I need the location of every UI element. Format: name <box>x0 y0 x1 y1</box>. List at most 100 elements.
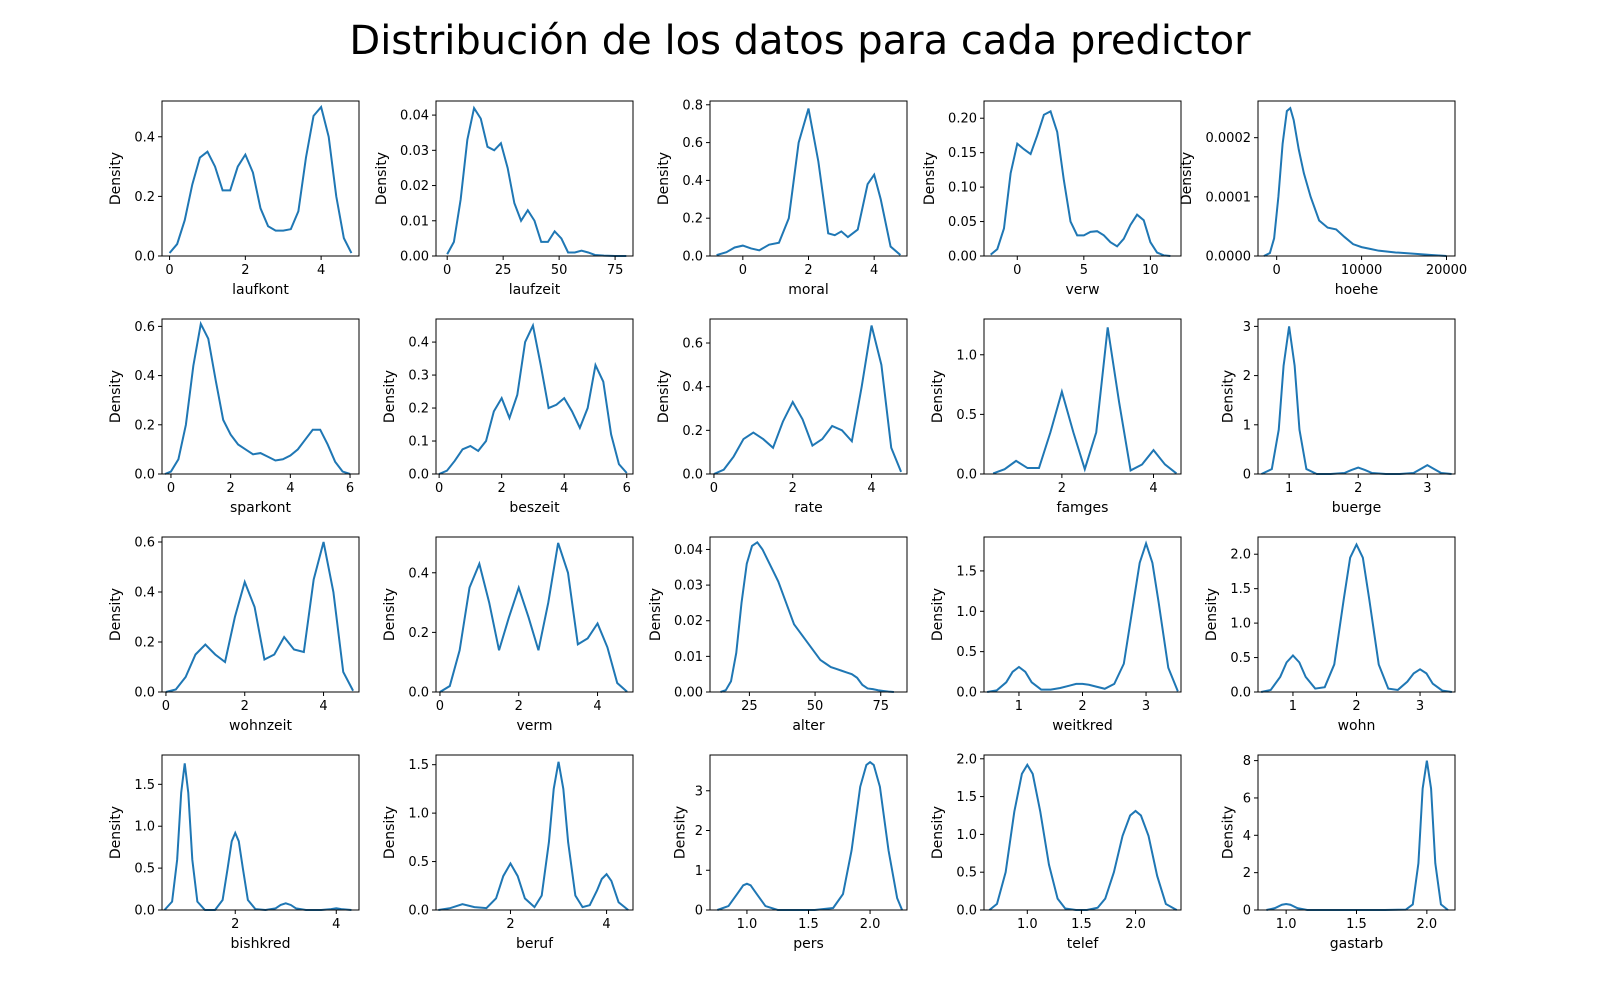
x-tick-label: 0 <box>435 481 443 496</box>
y-tick-label: 1.5 <box>1230 582 1251 597</box>
subplot-rate: 0 2 4 0.0 0.2 0.4 0.6 rate Density <box>656 318 908 516</box>
x-tick-label: 0 <box>739 263 747 278</box>
y-axis-label: Density <box>922 152 938 205</box>
y-tick-label: 0.0001 <box>1206 190 1252 205</box>
axes-frame <box>1257 318 1456 475</box>
y-axis-label: Density <box>1221 806 1237 859</box>
density-line-beszeit <box>438 322 628 475</box>
x-axis-label: hoehe <box>1335 282 1379 298</box>
x-tick-label: 20000 <box>1426 263 1467 278</box>
subplot-hoehe: 0 10000 20000 0.0000 0.0001 0.0002 hoehe Densit… <box>1179 100 1467 298</box>
x-tick-label: 0 <box>1013 263 1021 278</box>
y-axis-label: Density <box>930 806 946 859</box>
subplot-beruf: 2 4 0.0 0.5 1.0 1.5 beruf Density <box>382 754 634 952</box>
y-axis-label: Density <box>382 806 398 859</box>
x-tick-label: 2 <box>241 263 249 278</box>
y-tick-label: 1.5 <box>408 758 429 773</box>
y-axis-label: Density <box>108 806 124 859</box>
density-line-wohnzeit <box>165 541 354 693</box>
x-axis-label: alter <box>792 718 825 734</box>
x-axis-label: verw <box>1065 282 1099 298</box>
axes-frame <box>161 100 360 257</box>
y-axis-label: Density <box>656 152 672 205</box>
y-tick-label: 1.0 <box>956 348 977 363</box>
y-tick-label: 0.00 <box>674 686 703 701</box>
y-tick-label: 1.5 <box>134 778 155 793</box>
x-tick-label: 4 <box>286 481 294 496</box>
x-axis-label: moral <box>788 282 828 298</box>
y-tick-label: 0.02 <box>400 179 429 194</box>
axes-frame <box>161 318 360 475</box>
y-tick-label: 0 <box>695 904 703 919</box>
density-line-beruf <box>438 761 629 911</box>
density-line-gastarb <box>1266 760 1449 911</box>
y-axis-label: Density <box>1221 370 1237 423</box>
x-tick-label: 0 <box>443 263 451 278</box>
subplot-laufzeit: 0 25 50 75 0.00 0.01 0.02 0.03 0.04 laufzeit Densi… <box>374 100 634 298</box>
density-line-pers <box>717 760 904 911</box>
y-tick-label: 2.0 <box>1230 548 1251 563</box>
x-tick-label: 1 <box>1289 699 1297 714</box>
y-tick-label: 0.04 <box>400 109 429 124</box>
x-tick-label: 10000 <box>1341 263 1382 278</box>
y-tick-label: 0.3 <box>408 369 429 384</box>
y-tick-label: 0.0 <box>682 250 703 265</box>
x-tick-label: 0 <box>162 699 170 714</box>
axes-frame <box>709 536 908 693</box>
axes-frame <box>709 318 908 475</box>
y-tick-label: 1.5 <box>956 564 977 579</box>
x-tick-label: 2 <box>241 699 249 714</box>
x-tick-label: 5 <box>1080 263 1088 278</box>
y-tick-label: 0.8 <box>682 98 703 113</box>
x-axis-label: wohn <box>1338 718 1376 734</box>
x-tick-label: 75 <box>607 263 624 278</box>
y-tick-label: 1.0 <box>956 605 977 620</box>
y-tick-label: 0.0 <box>134 686 155 701</box>
y-tick-label: 0.20 <box>948 112 977 127</box>
y-tick-label: 0.5 <box>408 855 429 870</box>
x-tick-label: 50 <box>807 699 824 714</box>
y-tick-label: 1.0 <box>408 807 429 822</box>
x-tick-label: 0 <box>436 699 444 714</box>
x-tick-label: 4 <box>602 917 610 932</box>
subplot-telef: 1.0 1.5 2.0 0.0 0.5 1.0 1.5 2.0 telef Density <box>930 752 1182 952</box>
y-tick-label: 0.01 <box>400 214 429 229</box>
y-tick-label: 1 <box>695 864 703 879</box>
subplot-gastarb: 1.0 1.5 2.0 0 2 4 6 8 gastarb Density <box>1221 754 1456 952</box>
x-tick-label: 4 <box>560 481 568 496</box>
x-axis-label: wohnzeit <box>229 718 293 734</box>
y-tick-label: 0 <box>1243 904 1251 919</box>
axes-frame <box>435 100 634 257</box>
subplot-wohnzeit: 0 2 4 0.0 0.2 0.4 0.6 wohnzeit Density <box>108 536 360 734</box>
y-tick-label: 6 <box>1243 791 1251 806</box>
subplot-pers: 1.0 1.5 2.0 0 1 2 3 pers Density <box>673 754 908 952</box>
y-tick-label: 0.4 <box>408 336 429 351</box>
x-tick-label: 1.5 <box>798 917 819 932</box>
y-tick-label: 0.04 <box>674 543 703 558</box>
x-axis-label: famges <box>1057 500 1109 516</box>
x-tick-label: 4 <box>317 263 325 278</box>
y-axis-label: Density <box>930 588 946 641</box>
x-tick-label: 2 <box>789 481 797 496</box>
axes-frame <box>1257 754 1456 911</box>
x-tick-label: 6 <box>346 481 354 496</box>
x-axis-label: weitkred <box>1052 718 1113 734</box>
y-tick-label: 4 <box>1243 829 1251 844</box>
x-axis-label: rate <box>794 500 822 516</box>
y-tick-label: 0.0000 <box>1206 250 1252 265</box>
y-tick-label: 0.2 <box>408 402 429 417</box>
subplot-wohn: 1 2 3 0.0 0.5 1.0 1.5 2.0 wohn Density <box>1204 536 1456 734</box>
subplot-weitkred: 1 2 3 0.0 0.5 1.0 1.5 weitkred Density <box>930 536 1182 734</box>
y-tick-label: 0.0002 <box>1206 131 1252 146</box>
x-tick-label: 1.5 <box>1346 917 1367 932</box>
x-tick-label: 0 <box>1273 263 1281 278</box>
x-axis-label: bishkred <box>231 936 291 952</box>
density-line-buerge <box>1261 326 1452 475</box>
x-axis-label: beruf <box>516 936 554 952</box>
x-tick-label: 2 <box>1354 481 1362 496</box>
x-tick-label: 2 <box>231 917 239 932</box>
axes-frame <box>161 536 360 693</box>
x-axis-label: sparkont <box>230 500 292 516</box>
